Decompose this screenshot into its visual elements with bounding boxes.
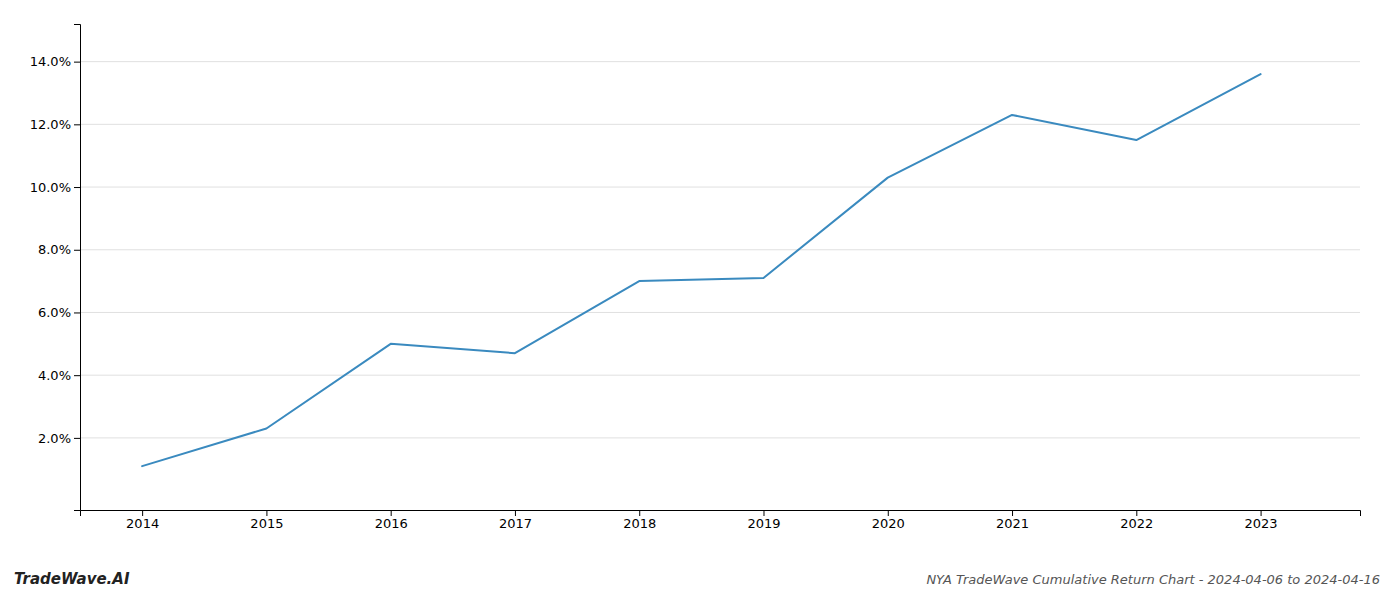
grid-line [80,437,1360,438]
x-tick: 2018 [623,510,656,531]
grid-line [80,61,1360,62]
y-tick: 4.0% [38,368,80,383]
x-tick: 2014 [126,510,159,531]
y-axis-line [74,25,81,511]
x-tick-mark [763,510,764,516]
y-tick-mark [74,187,80,188]
x-tick-mark [515,510,516,516]
y-tick-mark [74,438,80,439]
x-tick: 2021 [996,510,1029,531]
y-tick: 14.0% [30,54,80,69]
y-tick-mark [74,62,80,63]
y-tick-mark [74,375,80,376]
x-tick-mark [888,510,889,516]
x-tick-label: 2016 [375,516,408,531]
marks [142,74,1260,466]
x-tick: 2022 [1120,510,1153,531]
y-tick: 10.0% [30,180,80,195]
y-tick: 8.0% [38,242,80,257]
x-tick-label: 2015 [250,516,283,531]
x-tick-label: 2019 [747,516,780,531]
x-axis-line [81,511,1361,517]
x-tick-mark [391,510,392,516]
x-tick-mark [1136,510,1137,516]
y-tick: 6.0% [38,305,80,320]
y-tick-mark [74,250,80,251]
y-tick-label: 2.0% [38,431,71,446]
y-tick-label: 12.0% [30,117,71,132]
y-axis: 2.0% 4.0% 6.0% 8.0% 10.0% 12.0% 14.0% [30,25,81,511]
plot: 2014 2015 2016 2017 2018 2019 2020 2021 2022 2023… [30,25,1361,532]
y-tick-label: 10.0% [30,180,71,195]
x-tick-label: 2018 [623,516,656,531]
title: NYA TradeWave Cumulative Return Chart - … [926,572,1380,587]
x-tick: 2015 [250,510,283,531]
x-tick-mark [639,510,640,516]
x-tick: 2017 [499,510,532,531]
y-tick-mark [74,312,80,313]
y-tick-label: 4.0% [38,368,71,383]
x-tick: 2016 [375,510,408,531]
y-tick-label: 14.0% [30,54,71,69]
x-tick-label: 2020 [872,516,905,531]
x-tick-label: 2022 [1120,516,1153,531]
watermark: TradeWave.AI [14,570,130,588]
x-tick-mark [142,510,143,516]
x-tick-mark [1012,510,1013,516]
x-tick: 2020 [872,510,905,531]
x-tick: 2019 [747,510,780,531]
y-tick-mark [74,124,80,125]
x-axis: 2014 2015 2016 2017 2018 2019 2020 2021 2022 2023 [81,510,1361,531]
grid [80,62,1360,438]
x-tick-label: 2023 [1245,516,1278,531]
x-tick-mark [1261,510,1262,516]
x-tick-label: 2021 [996,516,1029,531]
grid-line [80,249,1360,250]
x-tick: 2023 [1245,510,1278,531]
x-tick-mark [266,510,267,516]
y-tick: 12.0% [30,117,80,132]
chart: 2014 2015 2016 2017 2018 2019 2020 2021 2022 2023… [0,0,1400,600]
y-tick-label: 6.0% [38,305,71,320]
y-tick-label: 8.0% [38,242,71,257]
grid-line [80,375,1360,376]
line [142,74,1260,466]
grid-line [80,312,1360,313]
x-tick-label: 2017 [499,516,532,531]
x-tick-label: 2014 [126,516,159,531]
y-tick: 2.0% [38,431,80,446]
grid-line [80,187,1360,188]
